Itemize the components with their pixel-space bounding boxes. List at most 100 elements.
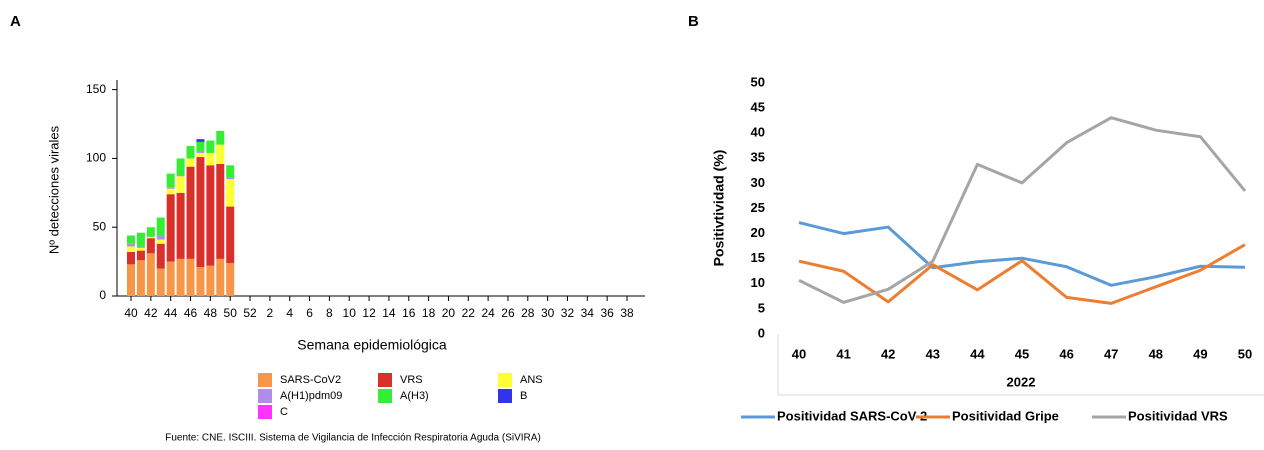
bar-segment bbox=[196, 151, 205, 153]
x-tick-label: 18 bbox=[422, 306, 436, 320]
bar-segment bbox=[186, 146, 195, 159]
bar-segment bbox=[146, 238, 155, 254]
y-tick-label: 100 bbox=[86, 151, 106, 165]
bar-segment bbox=[226, 262, 235, 296]
bar-segment bbox=[186, 158, 195, 167]
bar-segment bbox=[226, 177, 235, 180]
legend-label: B bbox=[520, 390, 527, 402]
bar-segment bbox=[166, 194, 175, 262]
legend-swatch bbox=[258, 373, 272, 387]
x-tick-label: 32 bbox=[561, 306, 575, 320]
x-tick-label: 45 bbox=[1015, 346, 1029, 361]
x-tick-label: 22 bbox=[462, 306, 476, 320]
bar-segment bbox=[127, 235, 135, 244]
y-tick-label: 50 bbox=[93, 219, 107, 233]
x-tick-label: 49 bbox=[1193, 346, 1207, 361]
x-tick-label: 34 bbox=[581, 306, 595, 320]
bar-segment bbox=[186, 166, 195, 259]
y-tick-label: 150 bbox=[86, 82, 106, 96]
x-tick-label: 20 bbox=[442, 306, 456, 320]
bar-segment bbox=[156, 217, 165, 236]
x-tick-label: 8 bbox=[326, 306, 333, 320]
panel: B Positivtividad (%) 2022 0 5 10 15 20 25 30 35 40 4… bbox=[688, 13, 1264, 423]
y-tick-label: 30 bbox=[751, 175, 765, 190]
legend-swatch bbox=[378, 373, 392, 387]
bar-segment bbox=[196, 267, 205, 296]
y-tick-label: 40 bbox=[751, 125, 765, 140]
panel-letter: B bbox=[688, 13, 699, 30]
bar-segment bbox=[127, 251, 135, 265]
bar-segment bbox=[166, 188, 175, 195]
legend-swatch bbox=[258, 389, 272, 403]
x-tick-label: 43 bbox=[926, 346, 940, 361]
x-axis-label: 2022 bbox=[1007, 374, 1036, 389]
line-series bbox=[798, 116, 1247, 304]
bar-segment bbox=[206, 165, 215, 266]
x-tick-label: 46 bbox=[1059, 346, 1073, 361]
bar-segment bbox=[226, 165, 235, 178]
y-tick-label: 25 bbox=[751, 200, 765, 215]
y-tick-label: 35 bbox=[751, 150, 765, 165]
x-tick-label: 40 bbox=[124, 306, 138, 320]
x-tick-label: 48 bbox=[204, 306, 218, 320]
x-tick-label: 26 bbox=[501, 306, 515, 320]
legend-swatch bbox=[378, 389, 392, 403]
y-axis-label: Positivtividad (%) bbox=[711, 150, 727, 267]
bar-segment bbox=[156, 243, 165, 269]
bar-segment bbox=[206, 140, 215, 153]
x-tick-label: 42 bbox=[144, 306, 158, 320]
x-tick-label: 38 bbox=[620, 306, 634, 320]
x-tick-label: 24 bbox=[481, 306, 495, 320]
bar-segment bbox=[127, 264, 135, 296]
x-tick-label: 36 bbox=[600, 306, 614, 320]
bar-segment bbox=[216, 258, 225, 296]
bar-segment bbox=[166, 187, 175, 189]
legend-label: VRS bbox=[400, 374, 423, 386]
legend-label: Positividad SARS-CoV-2 bbox=[777, 408, 927, 423]
y-tick-label: 10 bbox=[751, 275, 765, 290]
legend-label: Positividad Gripe bbox=[952, 408, 1059, 423]
x-tick-label: 28 bbox=[521, 306, 535, 320]
bar-segment bbox=[146, 236, 155, 239]
line-series bbox=[798, 243, 1246, 305]
x-tick-label: 16 bbox=[402, 306, 416, 320]
legend-swatch bbox=[498, 373, 512, 387]
x-tick-label: 42 bbox=[881, 346, 895, 361]
y-tick-label: 0 bbox=[758, 325, 765, 340]
bar-segment bbox=[216, 144, 225, 164]
bar-segment bbox=[176, 192, 185, 259]
bar-segment bbox=[166, 173, 175, 188]
bar-segment bbox=[156, 239, 165, 244]
x-tick-label: 52 bbox=[243, 306, 257, 320]
x-tick-label: 6 bbox=[306, 306, 313, 320]
bar-segment bbox=[196, 157, 205, 268]
source-note: Fuente: CNE. ISCIII. Sistema de Vigilanc… bbox=[165, 433, 541, 444]
bar-segment bbox=[156, 268, 165, 296]
bar-segment bbox=[186, 258, 195, 296]
bar-segment bbox=[206, 265, 215, 296]
x-tick-label: 44 bbox=[970, 346, 985, 361]
bar-segment bbox=[136, 232, 145, 247]
bar-segment bbox=[176, 158, 185, 175]
x-tick-label: 4 bbox=[286, 306, 293, 320]
bar-segment bbox=[176, 258, 185, 296]
x-tick-label: 50 bbox=[224, 306, 238, 320]
x-tick-label: 41 bbox=[836, 346, 850, 361]
x-tick-label: 44 bbox=[164, 306, 178, 320]
bar-segment bbox=[136, 250, 145, 261]
bar-segment bbox=[127, 243, 135, 247]
bar-segment bbox=[176, 176, 185, 193]
legend-label: SARS-CoV2 bbox=[280, 374, 341, 386]
x-tick-label: 30 bbox=[541, 306, 555, 320]
bar-segment bbox=[216, 163, 225, 259]
y-tick-label: 20 bbox=[751, 225, 765, 240]
legend-label: ANS bbox=[520, 374, 543, 386]
x-tick-label: 12 bbox=[362, 306, 376, 320]
bar-segment bbox=[136, 260, 145, 296]
y-tick-label: 50 bbox=[751, 74, 765, 89]
x-tick-label: 10 bbox=[343, 306, 357, 320]
legend-label: C bbox=[280, 406, 288, 418]
bar-segment bbox=[166, 261, 175, 296]
